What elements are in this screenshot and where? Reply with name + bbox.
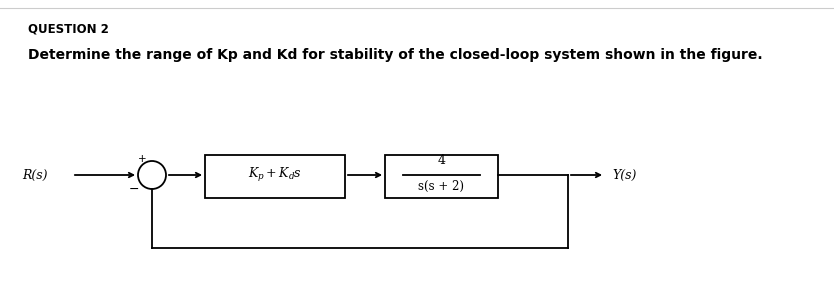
Text: 4: 4 — [438, 154, 445, 167]
Text: Determine the range of Kp and Kd for stability of the closed-loop system shown i: Determine the range of Kp and Kd for sta… — [28, 48, 762, 62]
Bar — [385, 155, 498, 198]
Text: $K_p + K_d s$: $K_p + K_d s$ — [248, 166, 302, 184]
Text: R(s): R(s) — [22, 169, 48, 182]
Text: −: − — [128, 182, 139, 195]
Bar — [205, 155, 345, 198]
Text: QUESTION 2: QUESTION 2 — [28, 22, 109, 35]
Text: s(s + 2): s(s + 2) — [419, 180, 465, 193]
Text: +: + — [138, 154, 146, 164]
Text: Y(s): Y(s) — [612, 169, 636, 182]
